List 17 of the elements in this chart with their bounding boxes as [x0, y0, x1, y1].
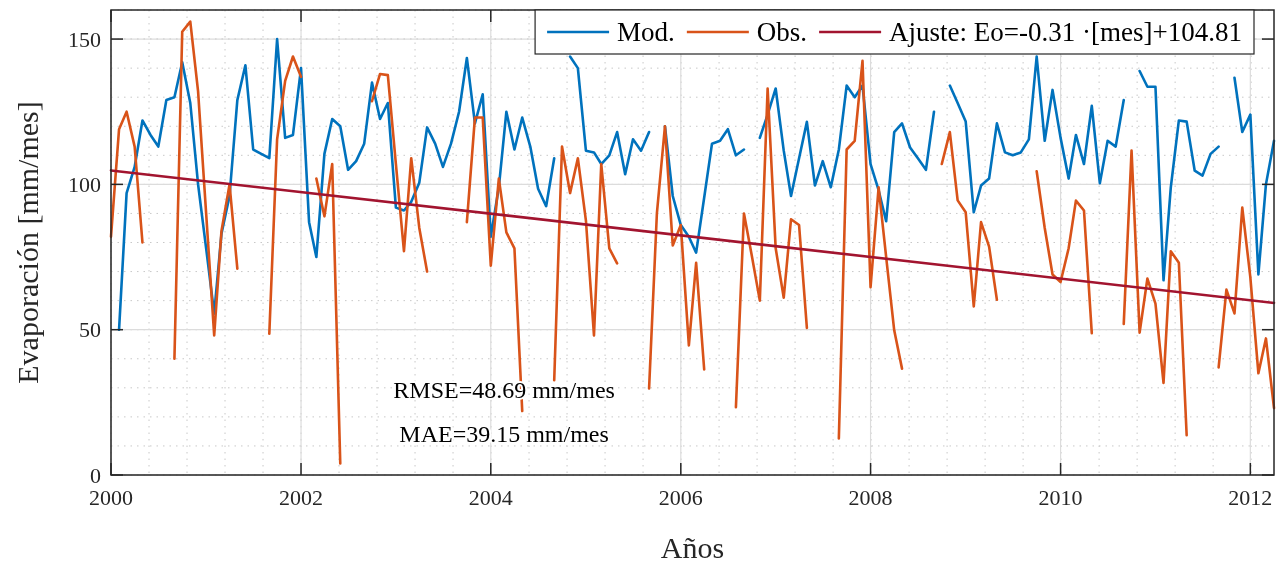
- x-tick-label: 2012: [1228, 485, 1273, 510]
- annotation: MAE=39.15 mm/mes: [399, 420, 609, 447]
- y-tick-label: 100: [68, 172, 101, 198]
- x-tick-label: 2008: [848, 485, 893, 510]
- x-tick-label: 2004: [468, 485, 513, 510]
- y-axis-title: Evaporación [mm/mes]: [11, 101, 44, 384]
- x-tick-label: 2006: [658, 485, 703, 510]
- x-tick-label: 2010: [1038, 485, 1083, 510]
- x-tick-label: 2000: [89, 485, 133, 510]
- legend-label: Ajuste: Eo=-0.31 ·[mes]+104.81: [889, 17, 1243, 48]
- legend-label: Obs.: [756, 17, 808, 48]
- y-tick-label: 150: [68, 26, 101, 52]
- y-tick-label: 50: [79, 317, 101, 343]
- x-axis-title: Años: [660, 531, 725, 564]
- y-tick-label: 0: [90, 462, 101, 488]
- x-tick-label: 2002: [279, 485, 324, 510]
- legend-label: Mod.: [617, 17, 675, 48]
